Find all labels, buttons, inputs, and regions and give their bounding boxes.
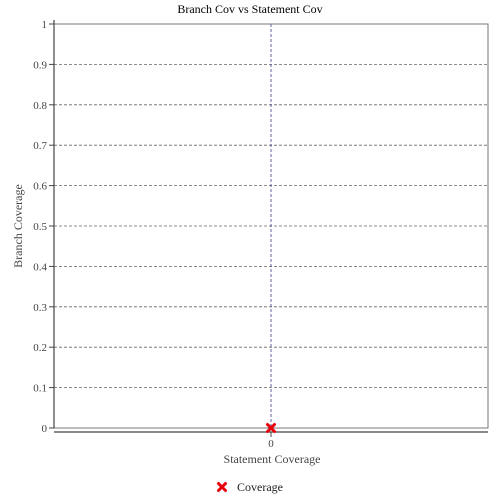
y-tick-label: 0.9 bbox=[33, 59, 47, 71]
y-tick-label: 1 bbox=[42, 19, 48, 31]
x-axis-ticks: 0 bbox=[268, 432, 274, 450]
y-axis-ticks: 0 0.1 0.2 0.3 0.4 0.5 0.6 0.7 0.8 0.9 1 bbox=[33, 19, 54, 435]
data-point bbox=[266, 423, 276, 433]
x-axis-label: Statement Coverage bbox=[224, 452, 321, 466]
y-tick-label: 0.2 bbox=[33, 342, 47, 354]
legend-marker-icon bbox=[217, 482, 227, 492]
chart-title: Branch Cov vs Statement Cov bbox=[177, 2, 322, 16]
y-tick-label: 0.8 bbox=[33, 100, 47, 112]
y-tick-label: 0.6 bbox=[33, 181, 47, 193]
y-tick-label: 0.1 bbox=[33, 383, 47, 395]
grid bbox=[54, 23, 488, 428]
y-tick-label: 0.7 bbox=[33, 140, 47, 152]
y-axis-label: Branch Coverage bbox=[11, 184, 25, 268]
x-tick-label: 0 bbox=[268, 438, 274, 450]
y-tick-label: 0 bbox=[42, 423, 48, 435]
y-tick-label: 0.5 bbox=[33, 221, 47, 233]
data-points bbox=[266, 423, 276, 433]
y-tick-label: 0.4 bbox=[33, 261, 47, 273]
legend: Coverage bbox=[217, 480, 283, 494]
legend-label: Coverage bbox=[237, 480, 283, 494]
y-tick-label: 0.3 bbox=[33, 302, 47, 314]
